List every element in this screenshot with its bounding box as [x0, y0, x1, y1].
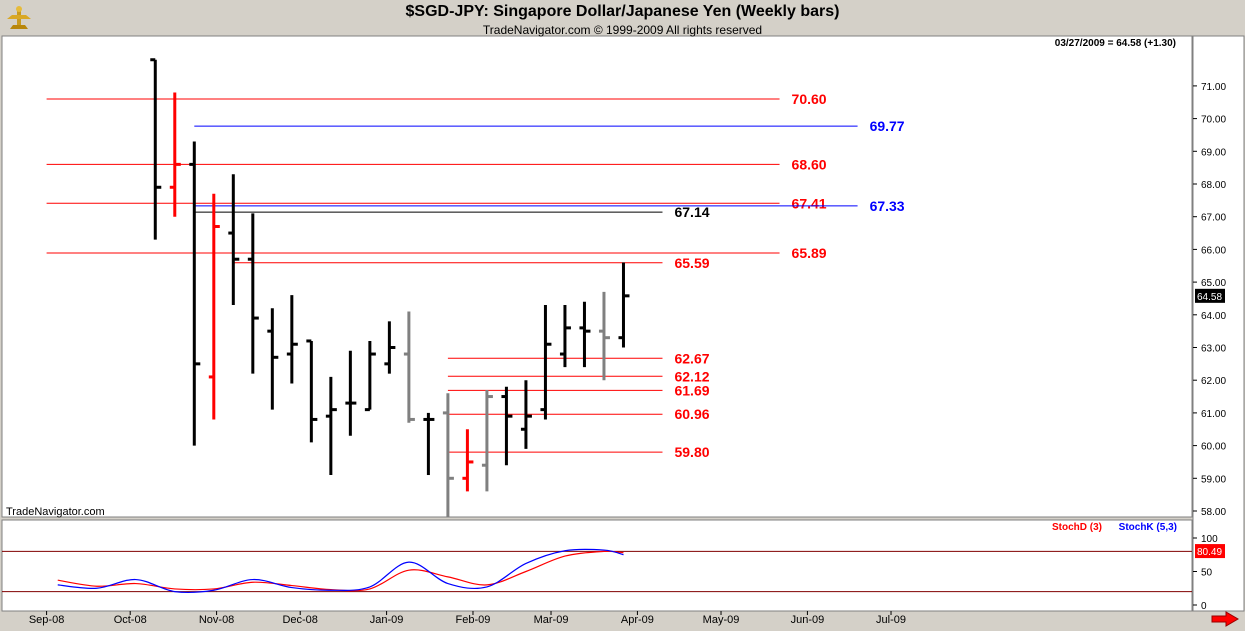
ohlc-bar: [618, 262, 630, 348]
ohlc-bar: [501, 386, 513, 466]
stochastic-panel: [1, 519, 1193, 612]
stoch-series-line: [57, 548, 624, 594]
level-label: 67.14: [674, 204, 709, 220]
copyright-text: TradeNavigator.com © 1999-2009 All right…: [482, 23, 763, 37]
ohlc-bar: [520, 380, 532, 449]
last-price-marker: [1195, 288, 1225, 303]
y-tick-label: 60.00: [1201, 442, 1226, 453]
y-tick-label: 59.00: [1201, 474, 1226, 485]
level-label: 65.59: [674, 255, 709, 271]
ohlc-bar: [325, 376, 337, 476]
ohlc-bar: [247, 213, 259, 374]
ohlc-bar: [189, 141, 201, 446]
ohlc-bar: [598, 291, 610, 381]
ohlc-bar: [579, 301, 591, 368]
ohlc-bar: [423, 412, 435, 476]
y-tick-label: 65.00: [1201, 278, 1226, 289]
x-tick-label: Feb-09: [456, 614, 491, 626]
ohlc-bar: [442, 393, 454, 518]
level-label: 67.41: [792, 195, 827, 211]
scroll-right-arrow-icon[interactable]: [1211, 611, 1239, 627]
last-price-label: 64.58: [1197, 292, 1222, 303]
level-label: 62.67: [674, 350, 709, 366]
ohlc-bar: [169, 92, 181, 217]
ohlc-bar: [306, 339, 318, 443]
ohlc-bar: [150, 58, 162, 240]
x-axis-band: [0, 612, 1245, 631]
y-axis-panel: [1192, 35, 1245, 612]
x-tick-label: Apr-09: [621, 614, 654, 626]
x-tick-label: Jan-09: [370, 614, 404, 626]
y-tick-label: 61.00: [1201, 409, 1226, 420]
level-label: 67.33: [870, 198, 905, 214]
ohlc-bar: [267, 308, 279, 410]
ohlc-bar: [403, 311, 415, 423]
y-tick-label: 68.00: [1201, 180, 1226, 191]
ohlc-bar: [384, 321, 396, 374]
x-tick-label: Mar-09: [534, 614, 569, 626]
x-tick-label: Jun-09: [791, 614, 825, 626]
level-label: 68.60: [792, 156, 827, 172]
y-tick-label: 62.00: [1201, 376, 1226, 387]
ohlc-bar: [208, 193, 220, 420]
stoch-last-marker: [1195, 544, 1225, 559]
level-label: 61.69: [674, 382, 709, 398]
y-tick-label: 70.00: [1201, 115, 1226, 126]
level-label: 59.80: [674, 444, 709, 460]
y-tick-label: 66.00: [1201, 245, 1226, 256]
y-tick-label: 67.00: [1201, 213, 1226, 224]
ohlc-bar: [364, 340, 376, 412]
y-tick-label: 58.00: [1201, 507, 1226, 518]
level-label: 65.89: [792, 245, 827, 261]
legend-stochk: StochK (5,3): [1119, 522, 1177, 533]
y-tick-label: 71.00: [1201, 82, 1226, 93]
level-label: 60.96: [674, 406, 709, 422]
stoch-y-tick-label: 50: [1201, 568, 1213, 579]
ohlc-bar: [345, 350, 357, 436]
x-tick-label: Nov-08: [199, 614, 234, 626]
tradenavigator-logo-icon: [7, 6, 31, 29]
level-label: 69.77: [870, 118, 905, 134]
ohlc-bar: [540, 304, 552, 420]
chart-title: $SGD-JPY: Singapore Dollar/Japanese Yen …: [405, 3, 840, 20]
stoch-y-tick-label: 0: [1201, 601, 1207, 612]
y-tick-label: 63.00: [1201, 344, 1226, 355]
quote-readout: 03/27/2009 = 64.58 (+1.30): [1055, 38, 1176, 49]
level-label: 70.60: [792, 91, 827, 107]
ohlc-bar: [228, 174, 240, 305]
x-tick-label: May-09: [703, 614, 740, 626]
x-tick-label: Oct-08: [114, 614, 147, 626]
x-tick-label: Jul-09: [876, 614, 906, 626]
x-tick-label: Sep-08: [29, 614, 64, 626]
ohlc-bar: [286, 295, 298, 384]
ohlc-bar: [462, 429, 474, 492]
price-panel: [1, 35, 1193, 518]
watermark-text: TradeNavigator.com: [6, 506, 105, 518]
ohlc-bar: [481, 390, 493, 492]
ohlc-bar: [559, 304, 571, 368]
x-tick-label: Dec-08: [282, 614, 317, 626]
y-tick-label: 64.00: [1201, 311, 1226, 322]
level-label: 62.12: [674, 368, 709, 384]
stoch-last-label: 80.49: [1197, 547, 1222, 558]
stoch-y-tick-label: 100: [1201, 534, 1218, 545]
legend-stochd: StochD (3): [1052, 522, 1102, 533]
y-tick-label: 69.00: [1201, 147, 1226, 158]
